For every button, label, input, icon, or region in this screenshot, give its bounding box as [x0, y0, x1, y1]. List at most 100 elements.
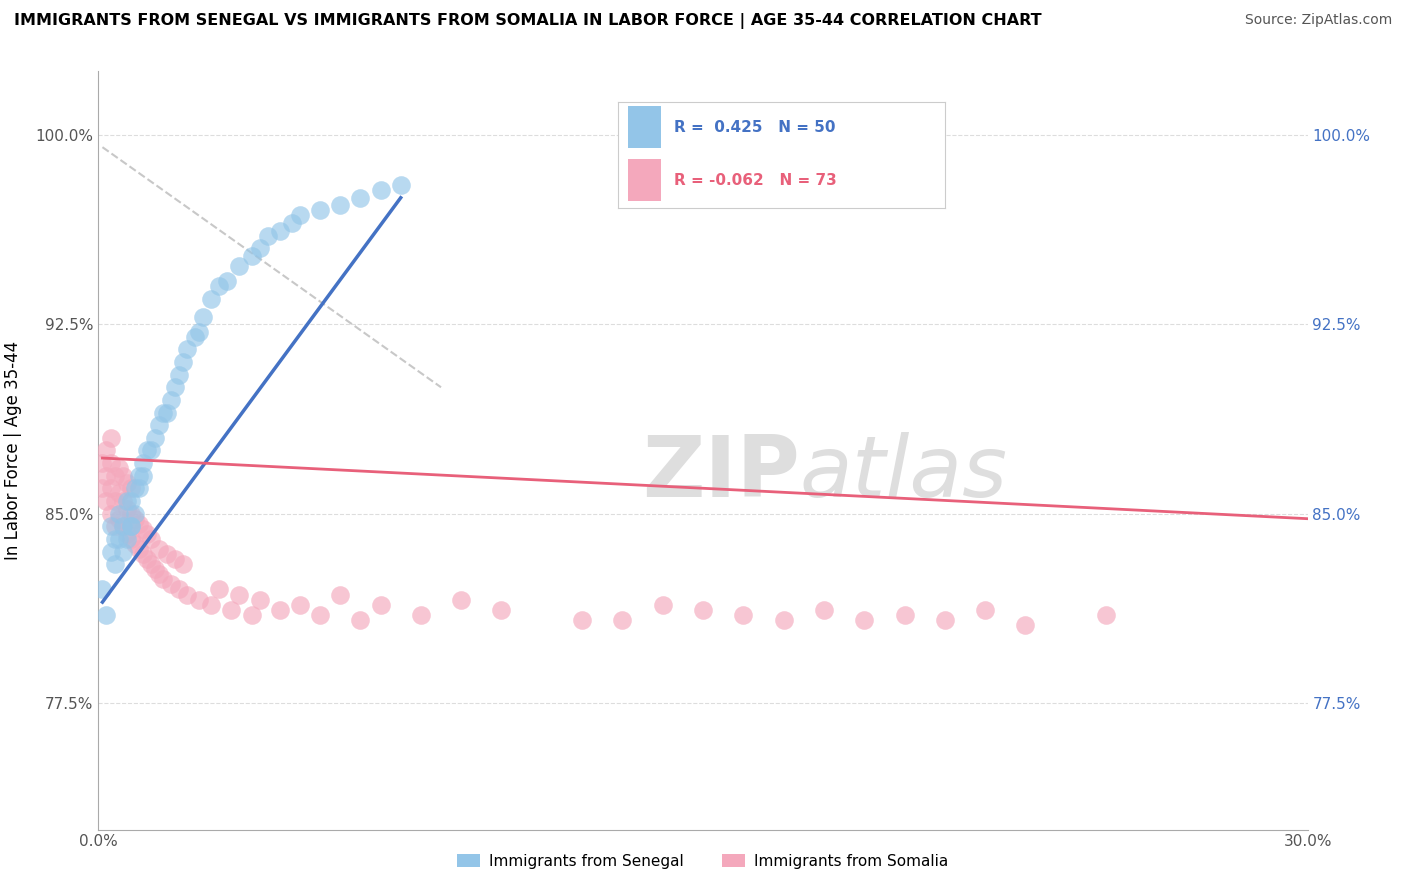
Point: [96, 468, 118, 483]
Point: [651, 598, 673, 612]
Point: [188, 592, 211, 607]
Point: [167, 368, 190, 382]
Point: [135, 552, 157, 566]
Point: [176, 588, 198, 602]
Point: [184, 329, 207, 343]
Point: [571, 613, 593, 627]
Point: [249, 241, 271, 255]
Point: [120, 481, 142, 495]
Point: [132, 547, 155, 561]
Point: [111, 519, 134, 533]
Point: [409, 607, 432, 622]
Point: [974, 602, 997, 616]
Point: [148, 541, 170, 556]
Point: [139, 557, 162, 572]
Point: [200, 598, 222, 612]
Point: [96, 443, 118, 458]
Point: [176, 343, 198, 357]
Point: [139, 532, 162, 546]
Point: [103, 557, 125, 572]
Point: [772, 613, 794, 627]
Point: [135, 526, 157, 541]
Point: [193, 310, 215, 324]
Point: [228, 588, 250, 602]
Point: [100, 481, 122, 495]
Point: [370, 598, 392, 612]
Point: [115, 526, 138, 541]
Point: [160, 577, 183, 591]
Text: IMMIGRANTS FROM SENEGAL VS IMMIGRANTS FROM SOMALIA IN LABOR FORCE | AGE 35-44 CO: IMMIGRANTS FROM SENEGAL VS IMMIGRANTS FR…: [14, 13, 1042, 29]
Point: [200, 292, 222, 306]
Point: [172, 355, 194, 369]
Point: [91, 456, 114, 470]
Point: [143, 431, 166, 445]
Point: [124, 511, 146, 525]
Point: [893, 607, 915, 622]
Point: [111, 468, 134, 483]
Point: [132, 522, 155, 536]
Point: [349, 613, 371, 627]
Point: [491, 602, 513, 616]
Point: [100, 431, 122, 445]
Point: [612, 613, 634, 627]
Point: [240, 249, 263, 263]
Point: [143, 562, 166, 576]
Point: [853, 613, 876, 627]
Point: [156, 405, 179, 419]
Point: [208, 582, 231, 597]
Point: [107, 507, 129, 521]
Point: [256, 228, 278, 243]
Point: [100, 519, 122, 533]
Point: [132, 456, 155, 470]
Point: [172, 557, 194, 572]
Point: [107, 532, 129, 546]
Point: [269, 602, 291, 616]
Point: [128, 541, 150, 556]
Point: [111, 544, 134, 558]
Point: [152, 572, 174, 586]
Point: [135, 443, 157, 458]
Point: [221, 602, 243, 616]
Point: [100, 456, 122, 470]
Y-axis label: In Labor Force | Age 35-44: In Labor Force | Age 35-44: [4, 341, 21, 560]
Point: [450, 592, 472, 607]
Point: [288, 598, 311, 612]
Point: [733, 607, 755, 622]
Point: [132, 468, 155, 483]
Point: [124, 537, 146, 551]
Point: [692, 602, 714, 616]
Point: [329, 588, 352, 602]
Point: [152, 405, 174, 419]
Point: [329, 198, 352, 212]
Point: [128, 468, 150, 483]
Point: [128, 516, 150, 531]
Text: atlas: atlas: [800, 432, 1008, 515]
Point: [349, 191, 371, 205]
Point: [188, 325, 211, 339]
Point: [269, 223, 291, 237]
Point: [167, 582, 190, 597]
Point: [107, 461, 129, 475]
Point: [111, 494, 134, 508]
Point: [813, 602, 835, 616]
Point: [288, 208, 311, 222]
Point: [370, 183, 392, 197]
Point: [309, 607, 332, 622]
Point: [217, 274, 239, 288]
Point: [103, 532, 125, 546]
Point: [934, 613, 956, 627]
Point: [228, 259, 250, 273]
Point: [249, 592, 271, 607]
Point: [96, 607, 118, 622]
Point: [120, 507, 142, 521]
Point: [281, 216, 304, 230]
Point: [115, 501, 138, 516]
Point: [124, 481, 146, 495]
Point: [100, 507, 122, 521]
Legend: Immigrants from Senegal, Immigrants from Somalia: Immigrants from Senegal, Immigrants from…: [451, 847, 955, 875]
Point: [120, 519, 142, 533]
Point: [96, 494, 118, 508]
Point: [103, 519, 125, 533]
Point: [91, 582, 114, 597]
Point: [107, 511, 129, 525]
